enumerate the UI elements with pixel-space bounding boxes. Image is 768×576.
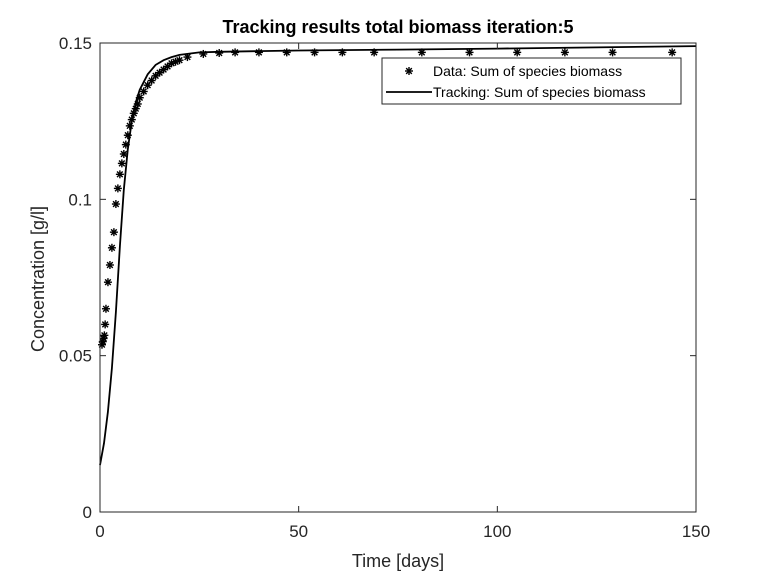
data-point (668, 48, 677, 57)
axes-box (99, 42, 697, 513)
plot-area (97, 45, 697, 466)
chart-title: Tracking results total biomass iteration… (222, 17, 573, 37)
data-point (101, 304, 110, 313)
data-point (139, 87, 148, 96)
data-point (113, 184, 122, 193)
data-point (115, 170, 124, 179)
data-point (608, 48, 617, 57)
x-tick-label: 0 (95, 522, 104, 541)
series-line-tracking (99, 45, 697, 466)
legend-entry-label: Data: Sum of species biomass (433, 63, 622, 79)
data-point (282, 48, 291, 57)
legend-marker-swatch (405, 67, 413, 75)
y-axis-label: Concentration [g/l] (28, 206, 48, 352)
data-point (109, 228, 118, 237)
data-point (101, 320, 110, 329)
data-point (513, 48, 522, 57)
data-point (215, 49, 224, 58)
x-axis-label: Time [days] (352, 551, 444, 571)
y-tick-label: 0.05 (59, 347, 92, 366)
y-tick-label: 0.1 (68, 190, 92, 209)
y-tick-label: 0 (83, 503, 92, 522)
data-point (107, 243, 116, 252)
data-point (175, 56, 184, 65)
data-point (117, 159, 126, 168)
data-point (560, 48, 569, 57)
x-tick-label: 150 (682, 522, 710, 541)
legend-box (381, 57, 682, 105)
data-point (100, 331, 109, 340)
data-point (105, 260, 114, 269)
data-point (111, 200, 120, 209)
legend-entry-label: Tracking: Sum of species biomass (433, 84, 646, 100)
x-tick-label: 50 (289, 522, 308, 541)
data-point (199, 49, 208, 58)
data-point (125, 121, 134, 130)
data-point (254, 48, 263, 57)
data-point (103, 278, 112, 287)
x-tick-label: 100 (483, 522, 511, 541)
axes: 0 50 100 150 0 0.05 0.1 0.15 (59, 34, 710, 541)
legend: Data: Sum of species biomass Tracking: Su… (381, 57, 682, 105)
y-tick-label: 0.15 (59, 34, 92, 53)
